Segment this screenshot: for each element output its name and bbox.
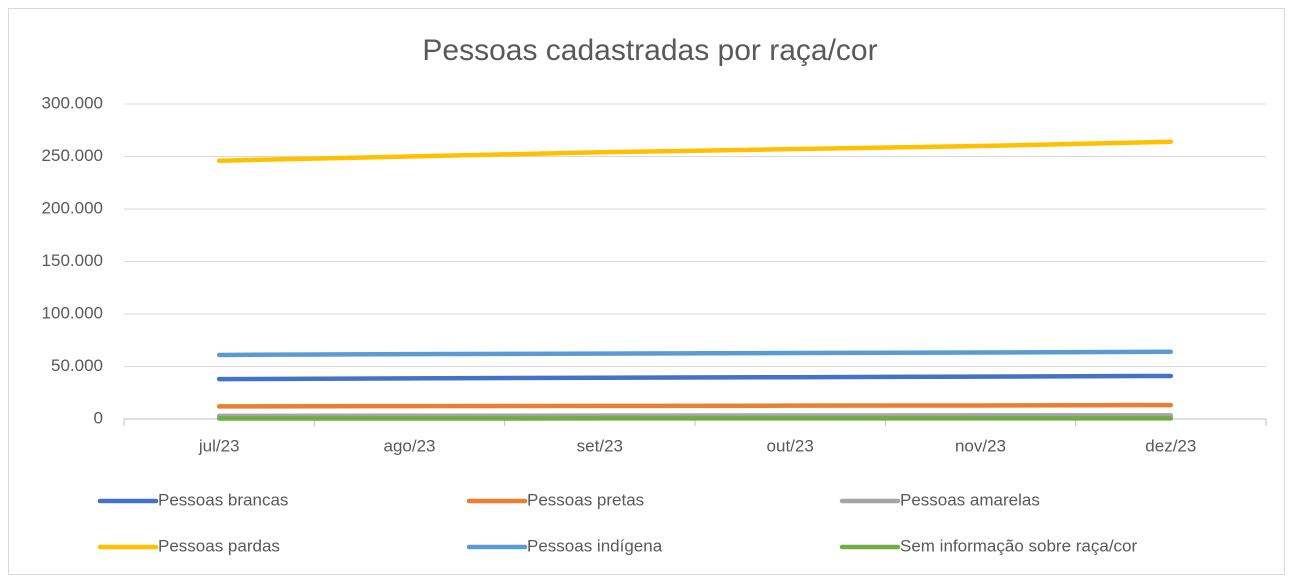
legend-label: Pessoas brancas bbox=[158, 490, 288, 509]
legend-label: Pessoas amarelas bbox=[900, 490, 1040, 509]
series-line bbox=[216, 373, 1174, 382]
x-tick-label: jul/23 bbox=[198, 436, 240, 455]
series-line bbox=[216, 413, 1174, 419]
legend-label: Pessoas pretas bbox=[527, 490, 644, 509]
x-tick-label: out/23 bbox=[767, 436, 814, 455]
y-tick-label: 300.000 bbox=[42, 93, 103, 112]
y-tick-label: 100.000 bbox=[42, 303, 103, 322]
series-line bbox=[216, 349, 1174, 358]
y-tick-label: 50.000 bbox=[51, 356, 103, 375]
chart-border bbox=[8, 8, 1285, 575]
x-tick-label: nov/23 bbox=[955, 436, 1006, 455]
y-tick-label: 200.000 bbox=[42, 198, 103, 217]
y-tick-label: 250.000 bbox=[42, 146, 103, 165]
x-tick-label: dez/23 bbox=[1145, 436, 1196, 455]
y-tick-label: 0 bbox=[94, 408, 103, 427]
series-line bbox=[216, 402, 1174, 409]
y-tick-label: 150.000 bbox=[42, 251, 103, 270]
legend-label: Pessoas pardas bbox=[158, 536, 280, 555]
legend-label: Sem informação sobre raça/cor bbox=[900, 536, 1137, 555]
x-tick-label: ago/23 bbox=[384, 436, 436, 455]
x-tick-label: set/23 bbox=[577, 436, 623, 455]
chart-title: Pessoas cadastradas por raça/cor bbox=[422, 34, 877, 67]
legend-label: Pessoas indígena bbox=[527, 536, 663, 555]
series-line bbox=[216, 139, 1174, 163]
